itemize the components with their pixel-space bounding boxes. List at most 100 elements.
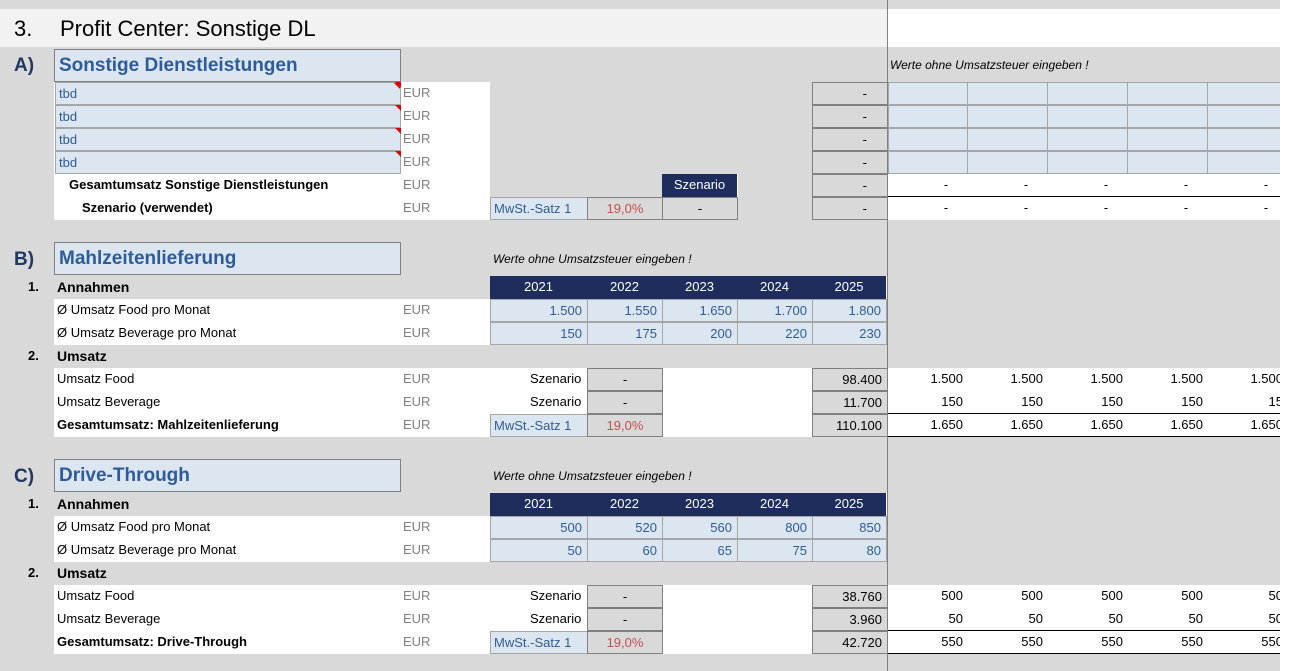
month-value: -: [943, 177, 949, 192]
beverage-per-month-label: Ø Umsatz Beverage pro Monat: [57, 542, 237, 557]
revenue-beverage-label: Umsatz Beverage: [57, 611, 161, 626]
food-input-2021[interactable]: 500: [490, 516, 588, 539]
beverage-input-2024[interactable]: 220: [737, 322, 813, 345]
beverage-input-2022[interactable]: 60: [587, 539, 663, 562]
month-value: 550: [941, 634, 963, 649]
beverage-input-2021[interactable]: 150: [490, 322, 588, 345]
section-a-letter: A): [14, 55, 35, 76]
month-scenario-row: - - - - -: [888, 197, 1280, 220]
beverage-input-2025[interactable]: 230: [812, 322, 887, 345]
revenue-beverage-label: Umsatz Beverage: [57, 394, 161, 409]
beverage-input-2023[interactable]: 65: [662, 539, 738, 562]
month-input-cell[interactable]: [1207, 82, 1287, 105]
vat-rate-value[interactable]: 19,0%: [587, 197, 663, 220]
food-per-month-label: Ø Umsatz Food pro Monat: [57, 302, 211, 317]
month-value: 1.500: [1090, 371, 1123, 386]
month-input-cell[interactable]: [1207, 151, 1287, 174]
scenario-food-value[interactable]: -: [587, 585, 663, 608]
food-input-2024[interactable]: 800: [737, 516, 813, 539]
food-input-2022[interactable]: 520: [587, 516, 663, 539]
scenario-label: Szenario: [530, 588, 582, 603]
food-input-2023[interactable]: 560: [662, 516, 738, 539]
title-number: 3.: [14, 16, 33, 41]
comment-marker: [395, 128, 401, 134]
beverage-input-2021[interactable]: 50: [490, 539, 588, 562]
month-input-cell[interactable]: [888, 82, 968, 105]
food-input-2024[interactable]: 1.700: [737, 299, 813, 322]
section-c-letter: C): [14, 466, 35, 487]
section-c-header: Drive-Through: [54, 459, 401, 492]
service-input-4[interactable]: tbd: [55, 151, 401, 174]
month-value: 1.650: [1170, 417, 1203, 432]
column-divider: [887, 0, 888, 671]
month-total-bg: [888, 631, 1280, 654]
month-input-cell[interactable]: [1047, 82, 1128, 105]
service-input-3[interactable]: tbd: [55, 128, 401, 151]
scenario-selector[interactable]: -: [662, 197, 738, 220]
month-value: -: [943, 200, 949, 215]
month-value: 1.650: [1010, 417, 1043, 432]
month-input-cell[interactable]: [1047, 105, 1128, 128]
scenario-beverage-value[interactable]: -: [587, 608, 663, 631]
month-input-cell[interactable]: [888, 105, 968, 128]
beverage-input-2025[interactable]: 80: [812, 539, 887, 562]
month-input-cell[interactable]: [1047, 151, 1128, 174]
unit-label: EUR: [403, 371, 431, 386]
food-input-2025[interactable]: 1.800: [812, 299, 887, 322]
comment-marker: [395, 151, 401, 157]
comment-marker: [395, 105, 401, 111]
scenario-beverage-value[interactable]: -: [587, 391, 663, 414]
month-input-cell[interactable]: [1047, 128, 1128, 151]
unit-label: EUR: [403, 417, 431, 432]
vat-rate-value[interactable]: 19,0%: [587, 631, 663, 654]
month-total-row: - - - - -: [888, 174, 1280, 197]
food-input-2025[interactable]: 850: [812, 516, 887, 539]
month-value: 1.650: [1250, 417, 1283, 432]
vat-rate-label: MwSt.-Satz 1: [490, 197, 588, 220]
unit-label: EUR: [403, 542, 431, 557]
service-input-1[interactable]: tbd: [55, 82, 401, 105]
unit-label: EUR: [403, 519, 431, 534]
month-input-cell[interactable]: [967, 151, 1048, 174]
month-value: 50: [1028, 611, 1043, 626]
vat-rate-value[interactable]: 19,0%: [587, 414, 663, 437]
month-value: 500: [1101, 588, 1123, 603]
food-input-2021[interactable]: 1.500: [490, 299, 588, 322]
scenario-header: Szenario: [662, 174, 738, 197]
torn-edge: [1280, 0, 1298, 671]
month-input-cell[interactable]: [1127, 128, 1208, 151]
scenario-food-value[interactable]: -: [587, 368, 663, 391]
beverage-input-2022[interactable]: 175: [587, 322, 663, 345]
beverage-input-2023[interactable]: 200: [662, 322, 738, 345]
beverage-input-2024[interactable]: 75: [737, 539, 813, 562]
section-a-total-bg: [54, 174, 490, 220]
month-input-cell[interactable]: [967, 105, 1048, 128]
month-value: 550: [1261, 634, 1283, 649]
services-total: -: [812, 174, 888, 197]
month-value: -: [1023, 200, 1029, 215]
month-input-cell[interactable]: [888, 151, 968, 174]
unit-label: EUR: [403, 177, 431, 192]
month-input-cell[interactable]: [967, 82, 1048, 105]
service-input-2[interactable]: tbd: [55, 105, 401, 128]
month-values-bg: [888, 368, 1280, 414]
food-input-2022[interactable]: 1.550: [587, 299, 663, 322]
year-header: 2021: [490, 493, 588, 516]
month-input-cell[interactable]: [967, 128, 1048, 151]
month-input-cell[interactable]: [1207, 105, 1287, 128]
month-value: 1.500: [930, 371, 963, 386]
month-value: 150: [1181, 394, 1203, 409]
unit-label: EUR: [403, 394, 431, 409]
month-input-cell[interactable]: [888, 128, 968, 151]
section-a-note: Werte ohne Umsatzsteuer eingeben !: [890, 58, 1089, 72]
month-input-cell[interactable]: [1127, 105, 1208, 128]
month-value: 1.650: [930, 417, 963, 432]
unit-label: EUR: [403, 588, 431, 603]
month-value: -: [1103, 200, 1109, 215]
food-input-2023[interactable]: 1.650: [662, 299, 738, 322]
month-value: 1.650: [1090, 417, 1123, 432]
month-input-cell[interactable]: [1127, 82, 1208, 105]
month-input-cell[interactable]: [1207, 128, 1287, 151]
food-per-month-label: Ø Umsatz Food pro Monat: [57, 519, 211, 534]
month-input-cell[interactable]: [1127, 151, 1208, 174]
